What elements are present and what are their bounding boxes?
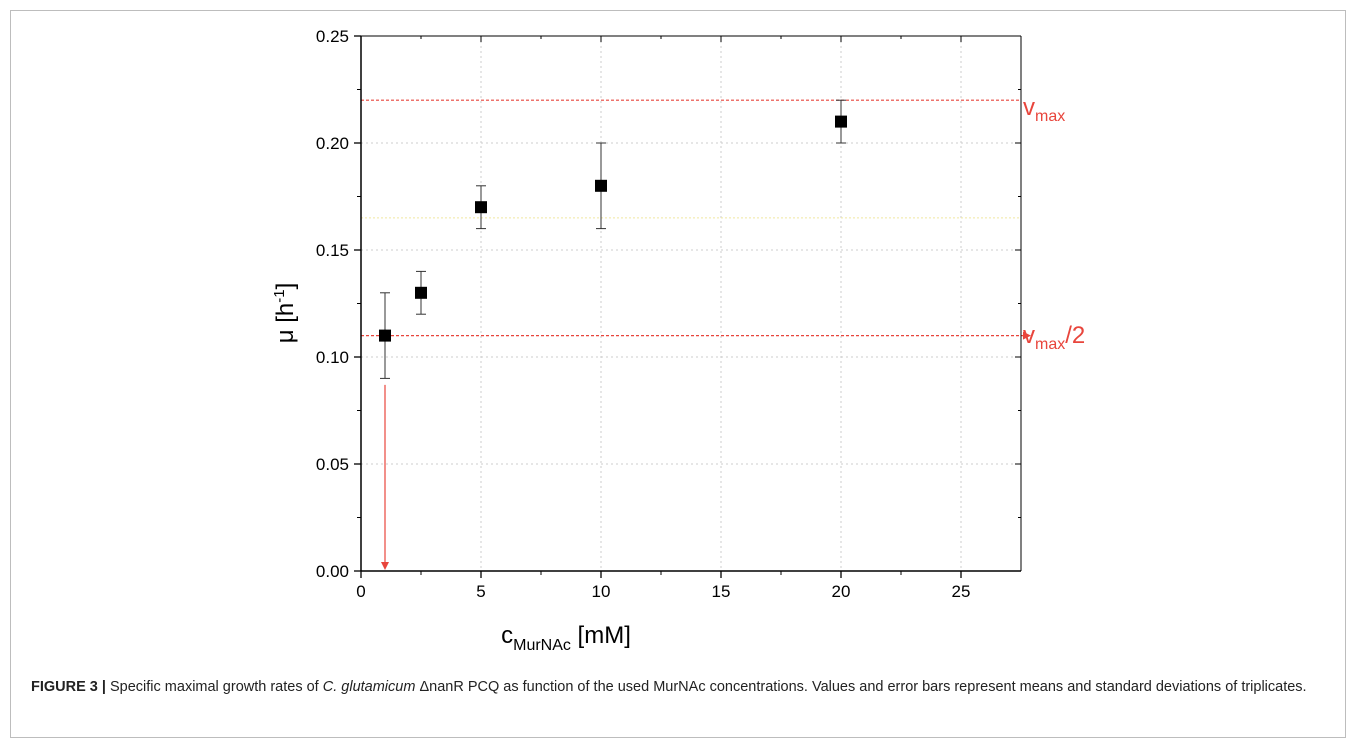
y-tick-label-1: 0.05: [316, 455, 349, 474]
reference-lines: [361, 99, 1031, 570]
y-axis-label-sup: -1: [271, 289, 288, 302]
x-axis-label-sub: MurNAc: [513, 637, 571, 654]
scatter-chart: 0 5 10 15 20 25 0.00 0.05 0.10 0.15 0.20 0.25 cMurN…: [271, 27, 1085, 654]
data-point-3: [595, 179, 607, 192]
y-tick-label-5: 0.25: [316, 27, 349, 46]
x-tick-label-0: 0: [356, 582, 365, 601]
vmax-half-label-suffix: /2: [1065, 322, 1085, 349]
x-axis-label-main: c: [501, 622, 513, 649]
x-tick-label-1: 5: [476, 582, 485, 601]
caption-species: C. glutamicum: [322, 679, 416, 695]
vmax-half-label-sub: max: [1035, 336, 1065, 353]
y-axis-label-end: ]: [272, 283, 299, 290]
axes: 0 5 10 15 20 25 0.00 0.05 0.10 0.15 0.20 0.25: [316, 27, 1022, 601]
x-tick-label-2: 10: [592, 582, 611, 601]
vmax-label-sub: max: [1035, 108, 1065, 125]
y-axis-label: μ [h-1]: [271, 283, 299, 344]
y-tick-label-4: 0.20: [316, 134, 349, 153]
labels: cMurNAc [mM] μ [h-1] vmax vmax/2: [271, 94, 1085, 654]
data-point-1: [415, 286, 427, 299]
x-tick-label-3: 15: [712, 582, 731, 601]
data-point-2: [475, 201, 487, 214]
vmax-label-main: v: [1023, 94, 1035, 121]
grid: [361, 36, 1021, 571]
x-tick-label-5: 25: [952, 582, 971, 601]
x-tick-label-4: 20: [832, 582, 851, 601]
vmax-half-arrowhead: [1023, 331, 1031, 340]
figure-caption: FIGURE 3 | Specific maximal growth rates…: [31, 676, 1341, 698]
data-points: [379, 99, 847, 379]
y-axis-label-main: μ [h: [272, 303, 299, 344]
vmax-half-label-main: v: [1023, 322, 1035, 349]
caption-text-2: ΔnanR PCQ as function of the used MurNAc…: [415, 679, 1307, 695]
caption-text-1: Specific maximal growth rates of: [105, 679, 323, 695]
y-tick-label-0: 0.00: [316, 562, 349, 581]
x-axis-label: cMurNAc [mM]: [501, 622, 631, 654]
y-tick-label-3: 0.15: [316, 241, 349, 260]
figure-frame: 0 5 10 15 20 25 0.00 0.05 0.10 0.15 0.20 0.25 cMurN…: [10, 10, 1346, 738]
y-tick-label-2: 0.10: [316, 348, 349, 367]
km-arrowhead: [381, 562, 389, 570]
x-axis-label-unit: [mM]: [571, 622, 631, 649]
data-point-0: [379, 329, 391, 342]
vmax-label: vmax: [1023, 94, 1065, 125]
data-point-4: [835, 115, 847, 128]
caption-label: FIGURE 3 |: [31, 679, 106, 695]
vmax-half-label: vmax/2: [1023, 322, 1085, 353]
